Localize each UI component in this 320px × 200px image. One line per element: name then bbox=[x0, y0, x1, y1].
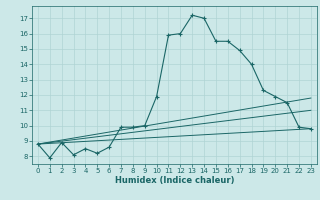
X-axis label: Humidex (Indice chaleur): Humidex (Indice chaleur) bbox=[115, 176, 234, 185]
